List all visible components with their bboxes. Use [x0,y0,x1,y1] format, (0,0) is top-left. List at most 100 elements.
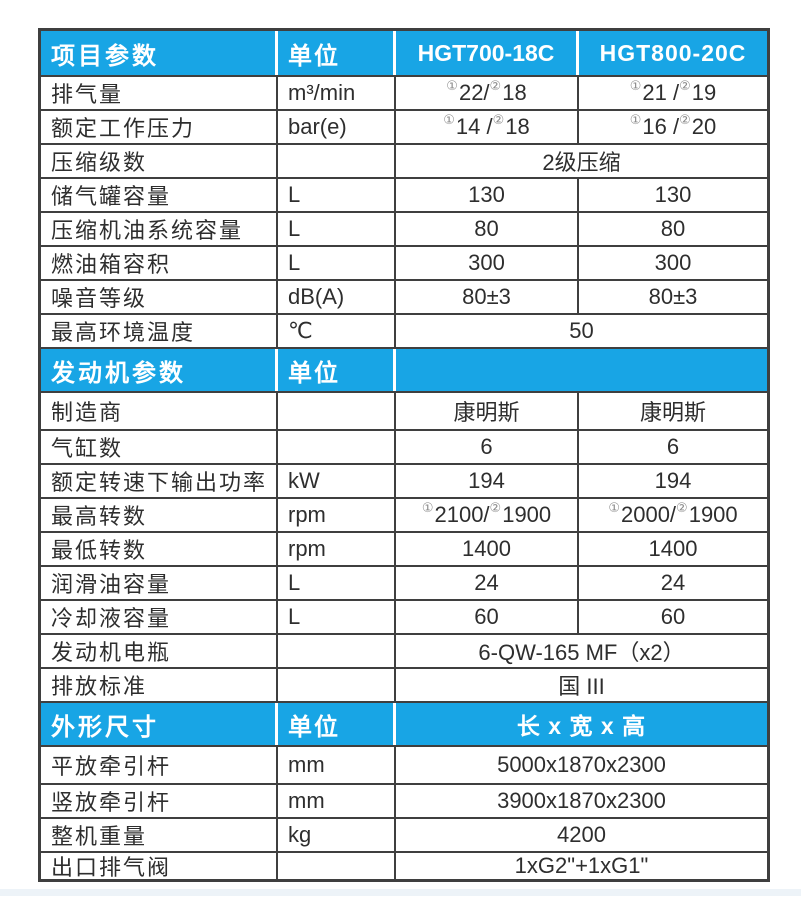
table-row-oil-system-capacity: 压缩机油系统容量 L 80 80 [41,211,767,245]
row-value-1: 300 [396,247,579,279]
row-value-2: 130 [654,182,692,207]
table-row-fuel-tank-capacity: 燃油箱容积 L 300 300 [41,245,767,279]
row-value-span: 6-QW-165 MF（x2） [478,640,685,665]
row-value-1: 24 [396,567,579,599]
table-row-outlet-valve: 出口排气阀 1xG2"+1xG1" [41,851,767,879]
table-row-air-tank-capacity: 储气罐容量 L 130 130 [41,177,767,211]
row-label: 平放牵引杆 [41,747,278,783]
row-unit [278,669,396,701]
row-unit [278,853,396,879]
table-row-min-rpm: 最低转数 rpm 1400 1400 [41,531,767,565]
row-value-1: 80±3 [396,281,579,313]
row-unit: rpm [278,499,396,531]
row-unit: kW [278,465,396,497]
row-unit: L [278,567,396,599]
row-value-1: ① 2100/ ② 1900 [396,499,579,531]
footer-stripe [0,889,801,896]
row-value-span: 3900x1870x2300 [497,788,666,813]
row-value-span: 2级压缩 [542,150,621,175]
row-label: 发动机电瓶 [41,635,278,667]
section-header-engine: 发动机参数 单位 [41,347,767,391]
table-row-drawbar-vertical: 竖放牵引杆 mm 3900x1870x2300 [41,783,767,817]
row-value-span: 4200 [557,822,606,847]
row-unit [278,145,396,177]
header-col-blank [396,349,767,391]
row-unit: L [278,247,396,279]
table-row-drawbar-horizontal: 平放牵引杆 mm 5000x1870x2300 [41,745,767,783]
row-label: 额定工作压力 [41,111,278,143]
row-value-2: 194 [654,468,692,493]
row-unit [278,635,396,667]
row-unit [278,431,396,463]
table-row-lube-oil-capacity: 润滑油容量 L 24 24 [41,565,767,599]
row-value-1: ① 22/ ② 18 [396,77,579,109]
spec-table: 项目参数 单位 HGT700-18C HGT800-20C 排气量 m³/min… [38,28,770,882]
header-col-unit: 单位 [278,31,396,75]
table-row-total-weight: 整机重量 kg 4200 [41,817,767,851]
header-col-lwh: 长 x 宽 x 高 [516,713,647,739]
row-unit: mm [278,785,396,817]
row-label: 排气量 [41,77,278,109]
table-row-max-ambient-temp: 最高环境温度 ℃ 50 [41,313,767,347]
header-col-model-2: HGT800-20C [599,39,747,66]
row-value-1: 80 [396,213,579,245]
row-value-2: 80±3 [648,284,698,309]
row-label: 最高环境温度 [41,315,278,347]
row-value-1: 130 [396,179,579,211]
table-row-engine-battery: 发动机电瓶 6-QW-165 MF（x2） [41,633,767,667]
header-col-model-1: HGT700-18C [396,31,579,75]
row-value-2: 1400 [648,536,698,561]
row-unit: bar(e) [278,111,396,143]
row-value-2: 24 [660,570,686,595]
row-label: 额定转速下输出功率 [41,465,278,497]
header-col-engine: 发动机参数 [41,349,278,391]
row-value-1: 康明斯 [396,393,579,429]
row-unit: mm [278,747,396,783]
row-value-1: 60 [396,601,579,633]
row-label: 气缸数 [41,431,278,463]
header-col-unit: 单位 [278,349,396,391]
row-label: 冷却液容量 [41,601,278,633]
row-value-2: 6 [666,434,680,459]
row-unit: L [278,213,396,245]
section-header-dimensions: 外形尺寸 单位 长 x 宽 x 高 [41,701,767,745]
row-value-2: ① 21 / ② 19 [629,78,717,105]
row-unit: ℃ [278,315,396,347]
row-unit: kg [278,819,396,851]
table-row-coolant-capacity: 冷却液容量 L 60 60 [41,599,767,633]
row-label: 最高转数 [41,499,278,531]
section-header-params: 项目参数 单位 HGT700-18C HGT800-20C [41,31,767,75]
row-value-2: 80 [660,216,686,241]
row-label: 压缩级数 [41,145,278,177]
row-label: 噪音等级 [41,281,278,313]
row-unit: L [278,601,396,633]
table-row-air-delivery: 排气量 m³/min ① 22/ ② 18 ① 21 / ② 19 [41,75,767,109]
header-col-params: 项目参数 [41,31,278,75]
header-col-dimensions: 外形尺寸 [41,703,278,745]
row-value-2: 60 [660,604,686,629]
row-unit: m³/min [278,77,396,109]
row-value-1: 1400 [396,533,579,565]
row-unit: dB(A) [278,281,396,313]
row-unit: rpm [278,533,396,565]
row-label: 最低转数 [41,533,278,565]
row-unit [278,393,396,429]
row-label: 燃油箱容积 [41,247,278,279]
row-label: 整机重量 [41,819,278,851]
row-label: 出口排气阀 [41,853,278,879]
row-value-span: 5000x1870x2300 [497,752,666,777]
row-value-1: 194 [396,465,579,497]
row-label: 排放标准 [41,669,278,701]
row-value-1: ① 14 / ② 18 [396,111,579,143]
row-value-2: ① 16 / ② 20 [629,112,717,139]
row-value-2: 300 [654,250,692,275]
table-row-working-pressure: 额定工作压力 bar(e) ① 14 / ② 18 ① 16 / ② 20 [41,109,767,143]
row-label: 竖放牵引杆 [41,785,278,817]
row-label: 制造商 [41,393,278,429]
row-label: 压缩机油系统容量 [41,213,278,245]
table-row-compression-stages: 压缩级数 2级压缩 [41,143,767,177]
table-row-emission-standard: 排放标准 国 III [41,667,767,701]
row-value-2: ① 2000/ ② 1900 [608,500,738,527]
table-row-max-rpm: 最高转数 rpm ① 2100/ ② 1900 ① 2000/ ② 1900 [41,497,767,531]
table-row-rated-output-power: 额定转速下输出功率 kW 194 194 [41,463,767,497]
